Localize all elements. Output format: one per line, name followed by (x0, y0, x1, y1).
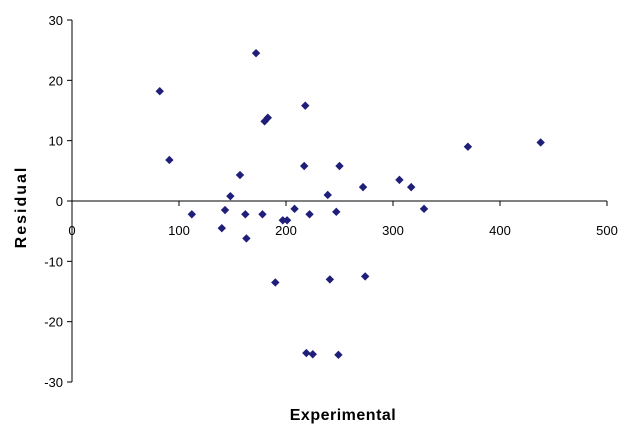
y-tick-label: 30 (49, 13, 63, 28)
x-tick-label: 400 (489, 223, 511, 238)
data-point (271, 278, 280, 287)
y-tick-label: -10 (44, 254, 63, 269)
axes (67, 19, 608, 383)
data-point (335, 161, 344, 171)
x-axis-title: Experimental (290, 407, 396, 424)
y-axis-title: Residual (13, 166, 30, 249)
data-point (258, 210, 267, 219)
data-point (395, 175, 404, 185)
x-tick-label: 0 (68, 223, 75, 238)
y-tick-label: 20 (49, 73, 63, 88)
x-tick-label: 100 (168, 223, 190, 238)
data-point (263, 113, 273, 122)
data-point (301, 101, 310, 110)
data-point (323, 190, 332, 200)
data-point (334, 350, 343, 360)
data-point (282, 216, 292, 225)
data-point (305, 210, 314, 219)
data-point (360, 272, 370, 281)
data-point (302, 348, 311, 358)
data-point (308, 350, 317, 359)
x-tick-label: 200 (275, 223, 297, 238)
data-point (325, 275, 335, 284)
data-point (241, 210, 250, 219)
data-point (536, 138, 545, 147)
data-point (226, 191, 235, 201)
data-point (278, 216, 287, 225)
data-point (165, 155, 174, 165)
data-point (242, 234, 251, 243)
y-tick-label: 0 (56, 194, 63, 209)
data-point (406, 182, 416, 192)
y-tick-label: -20 (44, 315, 63, 330)
data-point (217, 223, 226, 233)
data-point (358, 182, 368, 192)
data-point (332, 207, 341, 217)
data-point (251, 48, 261, 58)
x-tick-label: 300 (382, 223, 404, 238)
data-point (187, 210, 197, 219)
data-point (463, 142, 473, 151)
x-tick-label: 500 (596, 223, 618, 238)
data-point (155, 86, 164, 96)
data-point (290, 204, 299, 214)
data-point (235, 170, 245, 180)
data-point (419, 204, 429, 214)
y-tick-label: -30 (44, 375, 63, 390)
y-tick-label: 10 (49, 134, 63, 149)
data-point (299, 161, 309, 171)
data-points (155, 48, 545, 360)
data-point (220, 205, 230, 215)
